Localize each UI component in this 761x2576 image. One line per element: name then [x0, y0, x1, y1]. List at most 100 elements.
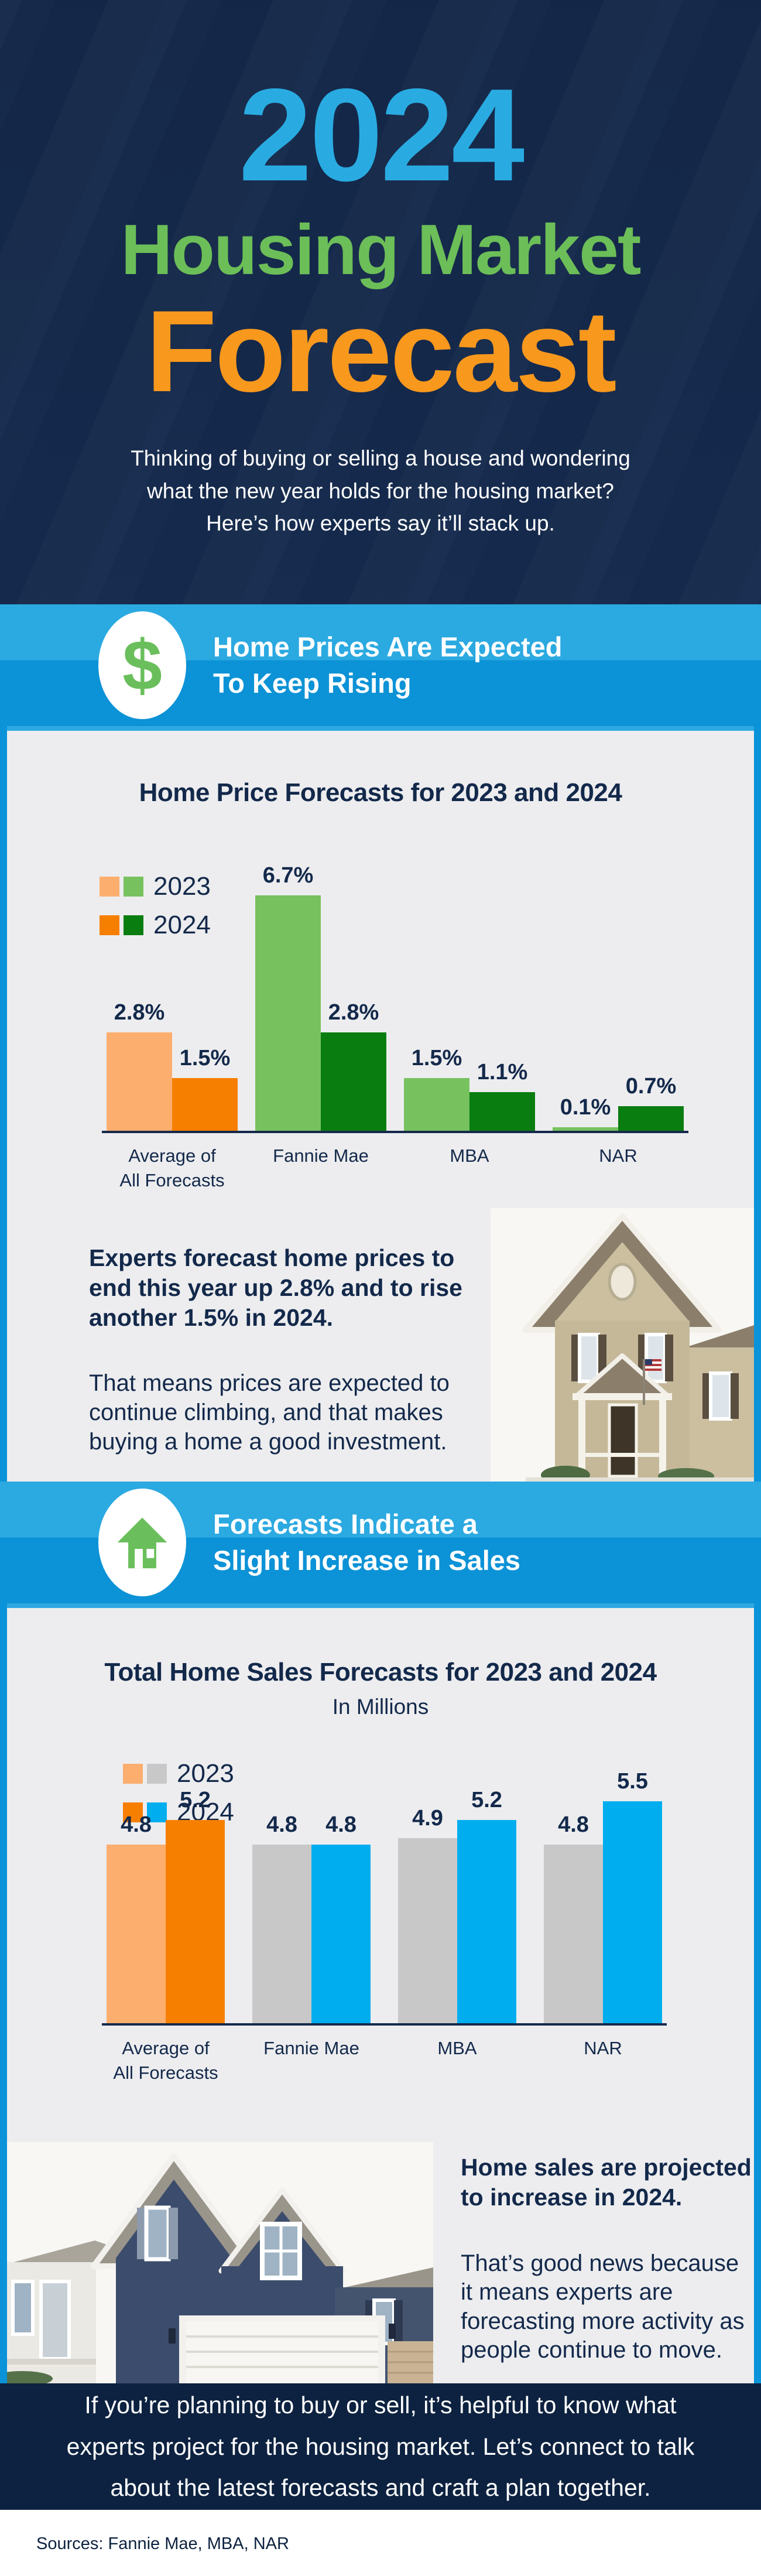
- bar-2024-cat2: 1.1%: [469, 1060, 535, 1131]
- legend-label: 2024: [153, 911, 211, 940]
- bar-value-label: 4.9: [412, 1806, 443, 1831]
- legend-swatch: [124, 877, 143, 897]
- bar-value-label: 0.7%: [625, 1074, 677, 1099]
- sales-chart-subtitle: In Millions: [332, 1695, 429, 1719]
- dollar-glyph: $: [122, 625, 162, 705]
- bar-group-2: 1.5% 1.1%: [404, 1046, 535, 1131]
- price-chart: 2023 2024 2.8% 1.5% 6.7% 2.8% 1.5% 1.1% 0.1% 0.7…: [7, 807, 754, 1190]
- bar-2024-cat3: 5.5: [603, 1769, 662, 2024]
- legend-swatch: [124, 915, 143, 936]
- sales-callout-bold: Home sales are projected to increase in …: [461, 2154, 752, 2211]
- sales-chart-title: Total Home Sales Forecasts for 2023 and …: [104, 1658, 657, 1686]
- home-prices-banner: $ Home Prices Are Expected To Keep Risin…: [0, 604, 761, 726]
- bar-2023-cat3: 0.1%: [553, 1095, 618, 1131]
- banner2-line2: Slight Increase in Sales: [213, 1545, 521, 1576]
- house-arrow-icon: [98, 1489, 186, 1596]
- bar-value-label: 5.5: [617, 1769, 648, 1794]
- bar-2024-cat1: 4.8: [311, 1812, 371, 2024]
- legend-swatch: [123, 1764, 143, 1784]
- house-photo-1: [491, 1208, 754, 1484]
- price-callout-text: Experts forecast home prices to end this…: [89, 1233, 487, 1467]
- bar-value-label: 1.5%: [411, 1046, 462, 1071]
- bar-2023-cat3: 4.8: [544, 1812, 603, 2024]
- x-axis-label-2: MBA: [437, 2038, 477, 2059]
- house-photo-2: [0, 2142, 433, 2386]
- bar-value-label: 4.8: [558, 1812, 589, 1838]
- price-callout: Experts forecast home prices to end this…: [7, 1203, 754, 1484]
- bar-group-1: 4.8 4.8: [252, 1812, 371, 2024]
- bar-value-label: 5.2: [471, 1788, 502, 1813]
- sales-chart-category-labels: Average of All Forecasts Fannie Mae MBA NAR: [107, 2036, 662, 2085]
- price-chart-category-labels: Average of All Forecasts Fannie Mae MBA NAR: [107, 1144, 684, 1193]
- sales-chart: 2023 2024 4.8 5.2 4.8 4.8 4.9 5.2 4.8 5.5 Averag…: [7, 1718, 754, 2083]
- home-price-forecast-section: Home Price Forecasts for 2023 and 2024 2…: [7, 726, 754, 1484]
- bar-2023-cat1: 6.7%: [255, 863, 321, 1131]
- legend-swatch: [147, 1802, 167, 1823]
- legend-swatch: [147, 1764, 167, 1784]
- price-callout-body: That means prices are expected to contin…: [89, 1370, 450, 1455]
- bar-value-label: 6.7%: [262, 863, 314, 888]
- dollar-icon: $: [98, 611, 186, 719]
- banner2-line1: Forecasts Indicate a: [213, 1508, 478, 1540]
- x-axis-label-1: Fannie Mae: [263, 2038, 359, 2059]
- sales-banner: Forecasts Indicate a Slight Increase in …: [0, 1482, 761, 1603]
- hero-forecast-title: Forecast: [146, 286, 616, 416]
- bar-value-label: 5.2: [180, 1788, 211, 1813]
- bar-group-0: 4.8 5.2: [107, 1788, 225, 2024]
- bar-2024-cat0: 5.2: [166, 1788, 225, 2024]
- footer-cta-band: If you’re planning to buy or sell, it’s …: [0, 2383, 761, 2510]
- bar-2024-cat0: 1.5%: [172, 1046, 238, 1131]
- bar-value-label: 2.8%: [328, 1000, 379, 1025]
- sources-text: Sources: Fannie Mae, MBA, NAR: [36, 2534, 289, 2553]
- sales-callout-body: That’s good news because it means expert…: [461, 2250, 745, 2363]
- bar-2024-cat3: 0.7%: [618, 1074, 684, 1131]
- sales-callout: Home sales are projected to increase in …: [0, 2137, 754, 2386]
- price-chart-title: Home Price Forecasts for 2023 and 2024: [139, 778, 622, 807]
- bar-2023-cat2: 1.5%: [404, 1046, 469, 1131]
- sales-banner-heading: Forecasts Indicate a Slight Increase in …: [213, 1506, 520, 1579]
- bar-2024-cat2: 5.2: [457, 1788, 516, 2024]
- banner1-line2: To Keep Rising: [213, 668, 412, 699]
- hero-intro-text: Thinking of buying or selling a house an…: [131, 446, 630, 535]
- legend-swatch: [100, 915, 119, 936]
- home-prices-banner-heading: Home Prices Are Expected To Keep Rising: [213, 629, 562, 702]
- hero-header: 2024 Housing Market Forecast Thinking of…: [0, 0, 761, 604]
- sales-callout-text: Home sales are projected to increase in …: [461, 2142, 753, 2376]
- legend-swatch: [123, 1802, 143, 1823]
- legend-row-2023: 2023: [123, 1761, 234, 1787]
- bar-group-0: 2.8% 1.5%: [107, 1000, 238, 1131]
- x-axis-label-1: Fannie Mae: [273, 1145, 369, 1166]
- bar-value-label: 1.1%: [477, 1060, 528, 1085]
- x-axis-label-3: NAR: [584, 2038, 622, 2059]
- price-callout-bold: Experts forecast home prices to end this…: [89, 1244, 462, 1331]
- footer-cta-text: If you’re planning to buy or sell, it’s …: [66, 2392, 695, 2502]
- legend-row-2024: 2024: [100, 912, 211, 938]
- price-chart-legend: 2023 2024: [100, 874, 211, 938]
- bar-2023-cat0: 2.8%: [107, 1000, 172, 1131]
- x-axis-label-2: MBA: [450, 1145, 489, 1166]
- price-chart-plot: 2.8% 1.5% 6.7% 2.8% 1.5% 1.1% 0.1% 0.7%: [102, 863, 688, 1134]
- hero-year-title: 2024: [238, 61, 525, 208]
- sources-bar: Sources: Fannie Mae, MBA, NAR: [0, 2510, 761, 2576]
- x-axis-label-0: Average of All Forecasts: [119, 1145, 225, 1191]
- banner1-line1: Home Prices Are Expected: [213, 631, 563, 662]
- legend-label: 2023: [153, 872, 211, 901]
- bar-value-label: 4.8: [325, 1812, 356, 1838]
- bar-group-3: 4.8 5.5: [544, 1769, 662, 2024]
- home-sales-forecast-section: Total Home Sales Forecasts for 2023 and …: [0, 1603, 754, 2386]
- bar-value-label: 4.8: [266, 1812, 297, 1838]
- sales-chart-plot: 4.8 5.2 4.8 4.8 4.9 5.2 4.8 5.5: [102, 1769, 667, 2026]
- bar-2023-cat0: 4.8: [107, 1812, 166, 2024]
- bar-value-label: 1.5%: [179, 1046, 231, 1071]
- bar-group-2: 4.9 5.2: [398, 1788, 516, 2024]
- legend-row-2023: 2023: [100, 874, 211, 899]
- bar-group-3: 0.1% 0.7%: [553, 1074, 684, 1131]
- bar-value-label: 0.1%: [560, 1095, 611, 1120]
- bar-2024-cat1: 2.8%: [321, 1000, 386, 1131]
- bar-2023-cat2: 4.9: [398, 1806, 457, 2024]
- bar-group-1: 6.7% 2.8%: [255, 863, 386, 1131]
- legend-label: 2023: [177, 1759, 234, 1788]
- x-axis-label-3: NAR: [599, 1145, 637, 1166]
- bar-value-label: 2.8%: [114, 1000, 165, 1025]
